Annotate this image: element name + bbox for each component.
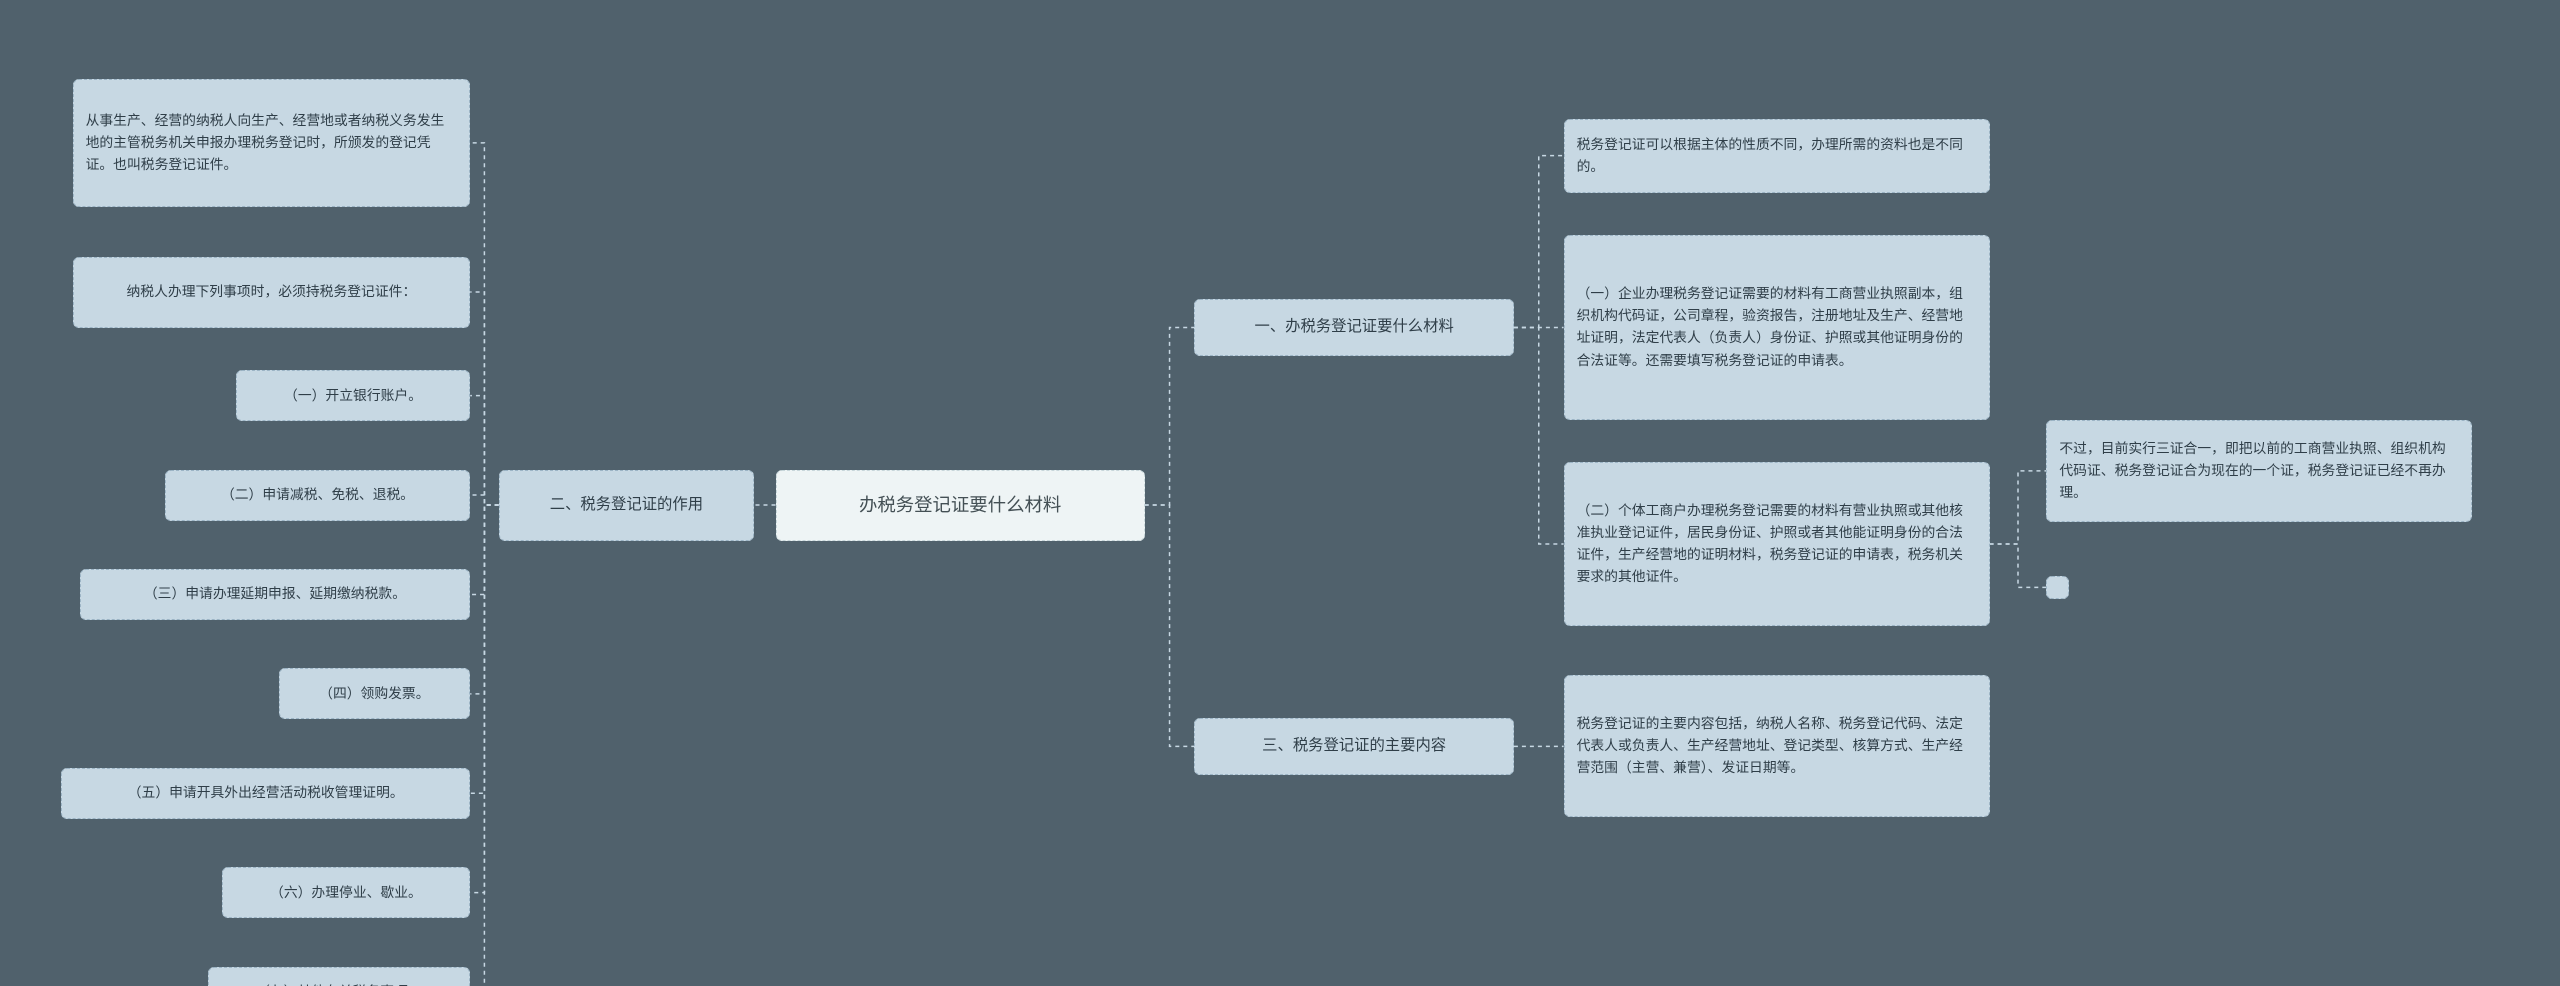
- right-leaf-0-2-1[interactable]: [2046, 576, 2069, 599]
- left-leaf-0[interactable]: 从事生产、经营的纳税人向生产、经营地或者纳税义务发生地的主管税务机关申报办理税务…: [73, 79, 471, 207]
- left-leaf-2[interactable]: （一）开立银行账户。: [236, 370, 470, 421]
- right-leaf-0-0[interactable]: 税务登记证可以根据主体的性质不同，办理所需的资料也是不同的。: [1564, 119, 1990, 193]
- left-leaf-1[interactable]: 纳税人办理下列事项时，必须持税务登记证件：: [73, 257, 471, 328]
- right-branch-1[interactable]: 三、税务登记证的主要内容: [1194, 718, 1514, 775]
- left-leaf-6[interactable]: （五）申请开具外出经营活动税收管理证明。: [61, 768, 470, 819]
- left-leaf-4[interactable]: （三）申请办理延期申报、延期缴纳税款。: [80, 569, 471, 620]
- left-leaf-7[interactable]: （六）办理停业、歇业。: [222, 867, 471, 918]
- root-node[interactable]: 办税务登记证要什么材料: [776, 470, 1145, 541]
- right-leaf-0-2-0[interactable]: 不过，目前实行三证合一，即把以前的工商营业执照、组织机构代码证、税务登记证合为现…: [2046, 420, 2472, 522]
- right-leaf-0-2[interactable]: （二）个体工商户办理税务登记需要的材料有营业执照或其他核准执业登记证件，居民身份…: [1564, 462, 1990, 625]
- mindmap-canvas: 办税务登记证要什么材料二、税务登记证的作用 从事生产、经营的纳税人向生产、经营地或…: [0, 0, 2560, 986]
- left-leaf-5[interactable]: （四）领购发票。: [279, 668, 471, 719]
- left-branch[interactable]: 二、税务登记证的作用: [499, 470, 755, 541]
- left-leaf-3[interactable]: （二）申请减税、免税、退税。: [165, 470, 470, 521]
- right-leaf-1-0[interactable]: 税务登记证的主要内容包括，纳税人名称、税务登记代码、法定代表人或负责人、生产经营…: [1564, 675, 1990, 817]
- left-leaf-8[interactable]: （七）其他有关税务事项。: [208, 967, 471, 986]
- right-leaf-0-1[interactable]: （一）企业办理税务登记证需要的材料有工商营业执照副本，组织机构代码证，公司章程，…: [1564, 235, 1990, 420]
- right-branch-0[interactable]: 一、办税务登记证要什么材料: [1194, 299, 1514, 356]
